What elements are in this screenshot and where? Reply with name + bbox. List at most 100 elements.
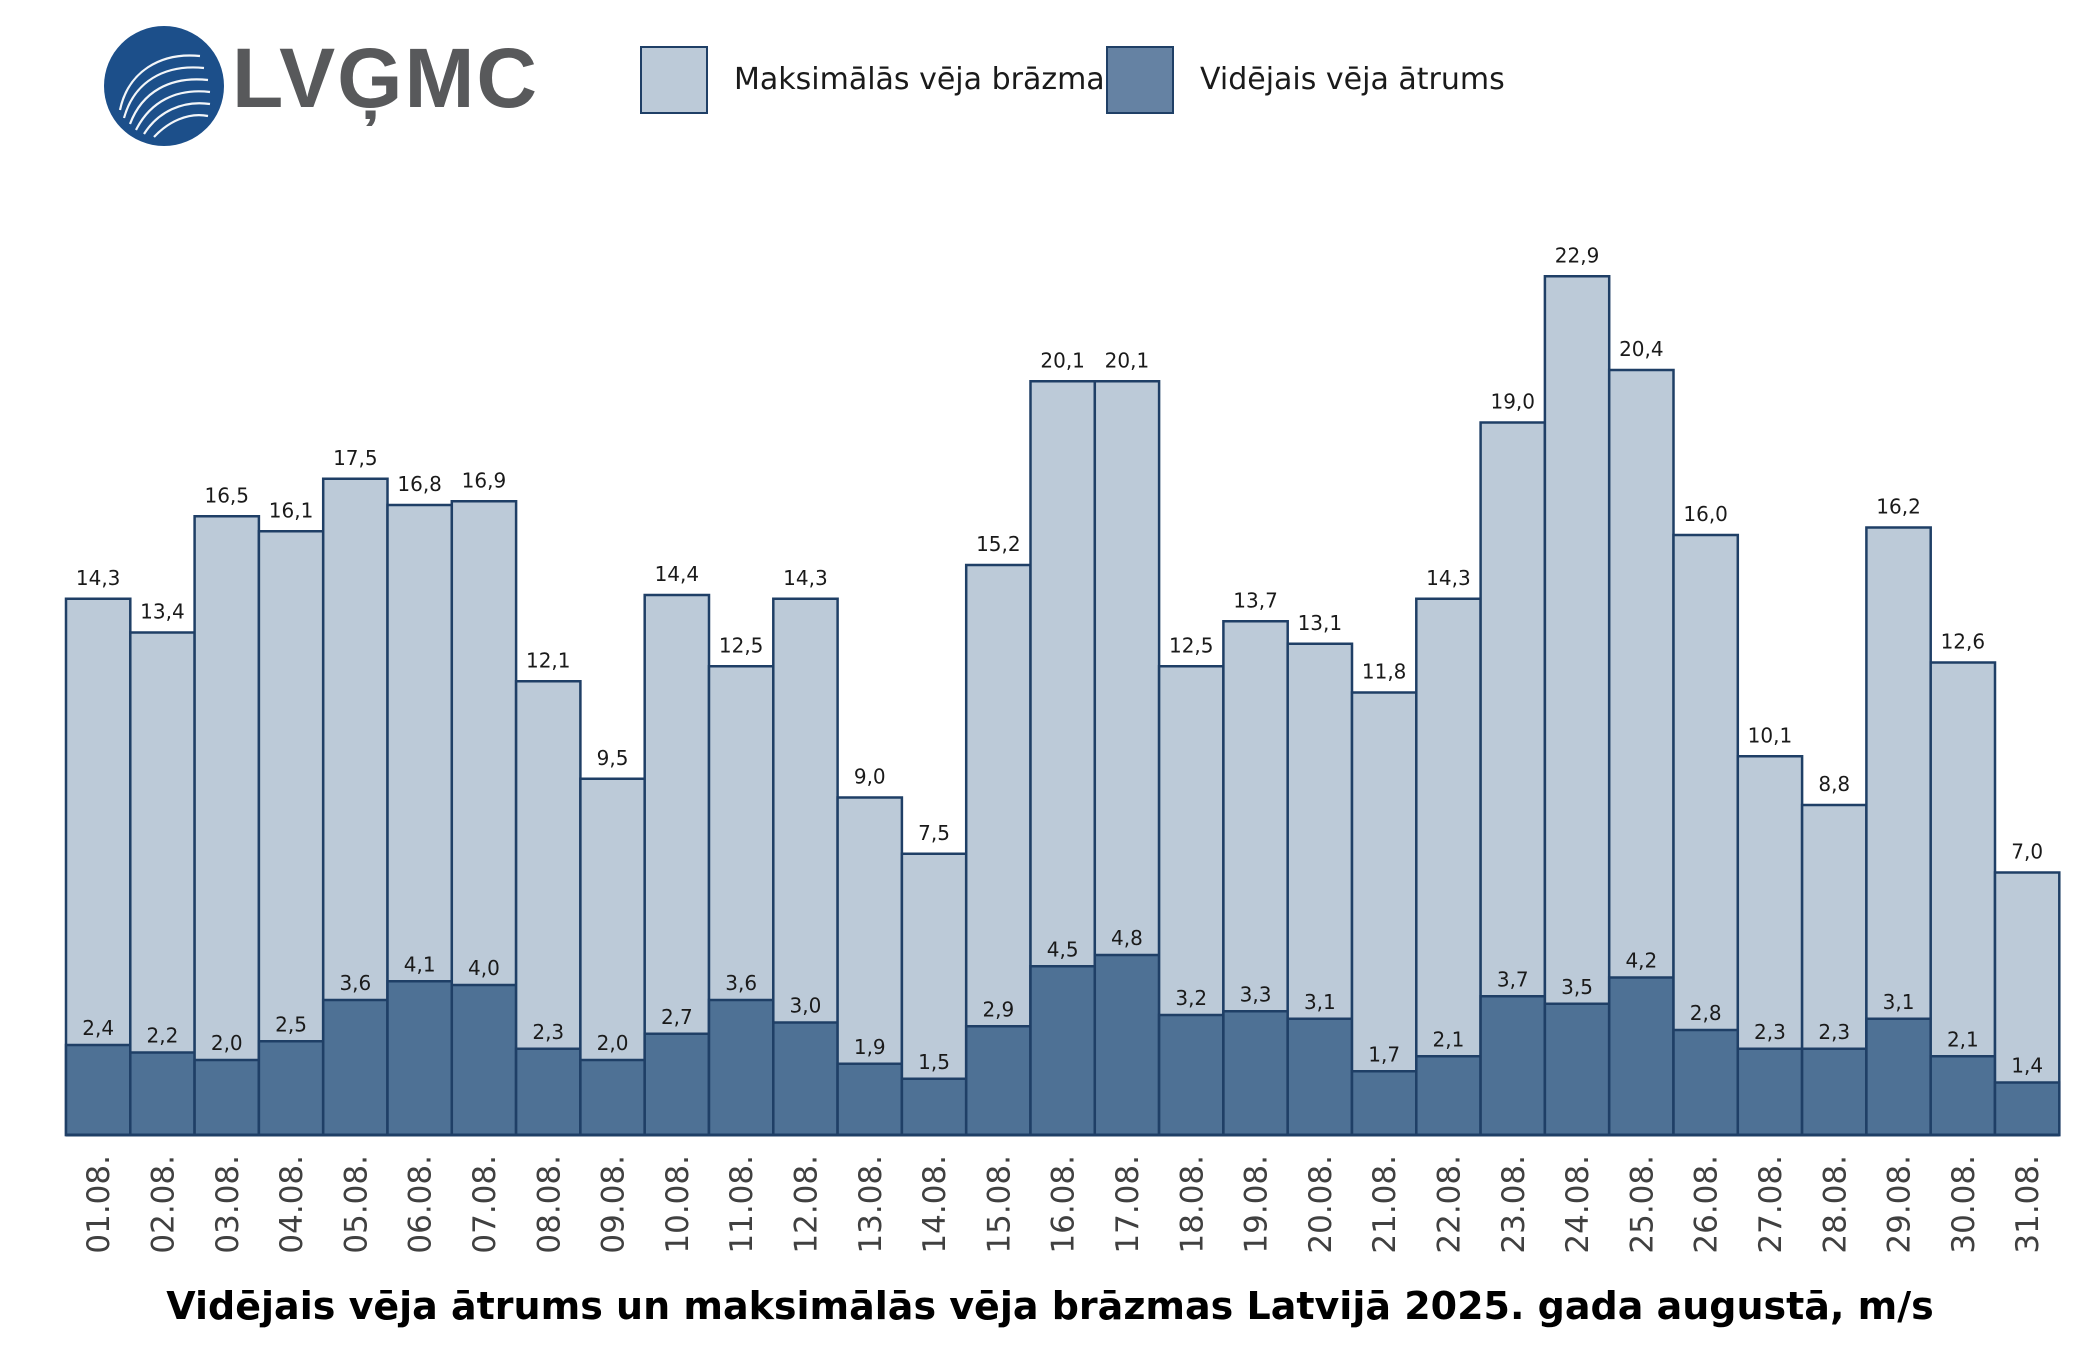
- brand-name: LVĢMC: [232, 31, 540, 125]
- mean-value-label: 3,1: [1304, 990, 1336, 1014]
- mean-value-label: 4,8: [1111, 926, 1143, 950]
- legend-label-mean: Vidējais vēja ātrums: [1200, 62, 1505, 97]
- x-tick-label: 12.08.: [788, 1155, 824, 1254]
- lvgmc-logo: [104, 26, 224, 146]
- mean-value-label: 1,5: [918, 1050, 950, 1074]
- mean-value-label: 1,7: [1368, 1042, 1400, 1066]
- x-tick-label: 11.08.: [724, 1155, 760, 1254]
- mean-value-label: 3,7: [1497, 967, 1529, 991]
- gust-value-label: 16,5: [204, 483, 249, 507]
- mean-bar: [1479, 995, 1547, 1137]
- mean-value-label: 2,3: [532, 1020, 564, 1044]
- mean-value-label: 3,6: [339, 971, 371, 995]
- x-tick-label: 04.08.: [274, 1155, 310, 1254]
- x-tick-label: 21.08.: [1367, 1155, 1403, 1254]
- mean-value-label: 4,1: [404, 952, 436, 976]
- gust-value-label: 14,4: [655, 562, 700, 586]
- gust-value-label: 12,6: [1941, 630, 1986, 654]
- mean-bar: [64, 1043, 132, 1137]
- gust-value-label: 16,0: [1683, 502, 1728, 526]
- mean-bar: [1800, 1047, 1868, 1137]
- x-tick-label: 01.08.: [81, 1155, 117, 1254]
- mean-value-label: 2,0: [211, 1031, 243, 1055]
- mean-bar: [1865, 1017, 1932, 1137]
- mean-bar: [450, 983, 518, 1137]
- mean-value-label: 3,2: [1175, 986, 1207, 1010]
- x-tick-label: 30.08.: [1946, 1155, 1982, 1254]
- mean-bar: [1350, 1070, 1418, 1137]
- mean-value-label: 3,5: [1561, 975, 1593, 999]
- gust-value-label: 12,1: [526, 648, 571, 672]
- gust-value-label: 19,0: [1490, 390, 1535, 414]
- gust-value-label: 15,2: [976, 532, 1021, 556]
- mean-value-label: 3,6: [725, 971, 757, 995]
- gust-bar: [1415, 597, 1482, 1137]
- mean-bar: [1736, 1047, 1804, 1137]
- gust-bar: [257, 530, 325, 1137]
- gust-value-label: 17,5: [333, 446, 378, 470]
- mean-bar: [1543, 1002, 1611, 1137]
- x-tick-label: 23.08.: [1496, 1155, 1532, 1254]
- x-tick-label: 05.08.: [338, 1155, 374, 1254]
- mean-bar: [643, 1032, 711, 1137]
- mean-bar: [514, 1047, 582, 1137]
- x-tick-label: 22.08.: [1431, 1155, 1467, 1254]
- mean-bar: [1157, 1013, 1225, 1137]
- gust-value-label: 16,9: [462, 468, 507, 492]
- x-tick-label: 03.08.: [210, 1155, 246, 1254]
- mean-bar: [193, 1058, 261, 1137]
- x-tick-label: 10.08.: [660, 1155, 696, 1254]
- x-tick-label: 18.08.: [1174, 1155, 1210, 1254]
- mean-value-label: 2,3: [1754, 1020, 1786, 1044]
- mean-value-label: 2,1: [1433, 1027, 1465, 1051]
- mean-bar: [1222, 1010, 1289, 1137]
- x-tick-label: 17.08.: [1110, 1155, 1146, 1254]
- mean-bar: [1093, 953, 1161, 1137]
- gust-value-label: 20,4: [1619, 337, 1664, 361]
- mean-bar: [129, 1051, 196, 1137]
- gust-value-label: 12,5: [719, 633, 764, 657]
- legend-swatch-mean: [1106, 46, 1174, 114]
- x-tick-label: 08.08.: [531, 1155, 567, 1254]
- mean-bar: [1607, 976, 1675, 1137]
- mean-value-label: 2,2: [147, 1024, 179, 1048]
- mean-value-label: 2,1: [1947, 1027, 1979, 1051]
- mean-value-label: 2,9: [982, 997, 1014, 1021]
- mean-value-label: 2,8: [1690, 1001, 1722, 1025]
- mean-bar: [1993, 1081, 2061, 1137]
- x-tick-label: 07.08.: [467, 1155, 503, 1254]
- gust-value-label: 12,5: [1169, 633, 1214, 657]
- mean-value-label: 2,7: [661, 1005, 693, 1029]
- mean-bar: [579, 1058, 646, 1137]
- gust-value-label: 20,1: [1040, 348, 1085, 372]
- gust-value-label: 7,0: [2011, 840, 2043, 864]
- mean-bar: [1672, 1028, 1740, 1137]
- legend-label-gusts: Maksimālās vēja brāzmas: [734, 62, 1121, 97]
- gust-value-label: 9,0: [854, 765, 886, 789]
- mean-bar: [257, 1040, 325, 1137]
- x-tick-label: 26.08.: [1689, 1155, 1725, 1254]
- gust-value-label: 9,5: [597, 746, 629, 770]
- x-tick-label: 09.08.: [596, 1155, 632, 1254]
- gust-value-label: 14,3: [783, 566, 828, 590]
- x-tick-label: 14.08.: [917, 1155, 953, 1254]
- mean-bar: [900, 1077, 968, 1137]
- gust-bar: [1543, 275, 1611, 1137]
- gust-value-label: 7,5: [918, 821, 950, 845]
- gust-value-label: 13,4: [140, 600, 185, 624]
- legend-swatch-gusts: [640, 46, 708, 114]
- mean-value-label: 2,5: [275, 1012, 307, 1036]
- x-tick-label: 27.08.: [1753, 1155, 1789, 1254]
- mean-value-label: 3,0: [790, 994, 822, 1018]
- x-tick-label: 31.08.: [2010, 1155, 2046, 1254]
- x-tick-label: 19.08.: [1239, 1155, 1275, 1254]
- mean-bar: [964, 1025, 1032, 1137]
- mean-value-label: 2,0: [597, 1031, 629, 1055]
- gust-value-label: 22,9: [1555, 243, 1600, 267]
- x-tick-label: 15.08.: [981, 1155, 1017, 1254]
- gust-bar: [1350, 691, 1418, 1137]
- gust-value-label: 20,1: [1105, 348, 1150, 372]
- mean-bar: [1929, 1055, 1997, 1137]
- x-tick-label: 28.08.: [1817, 1155, 1853, 1254]
